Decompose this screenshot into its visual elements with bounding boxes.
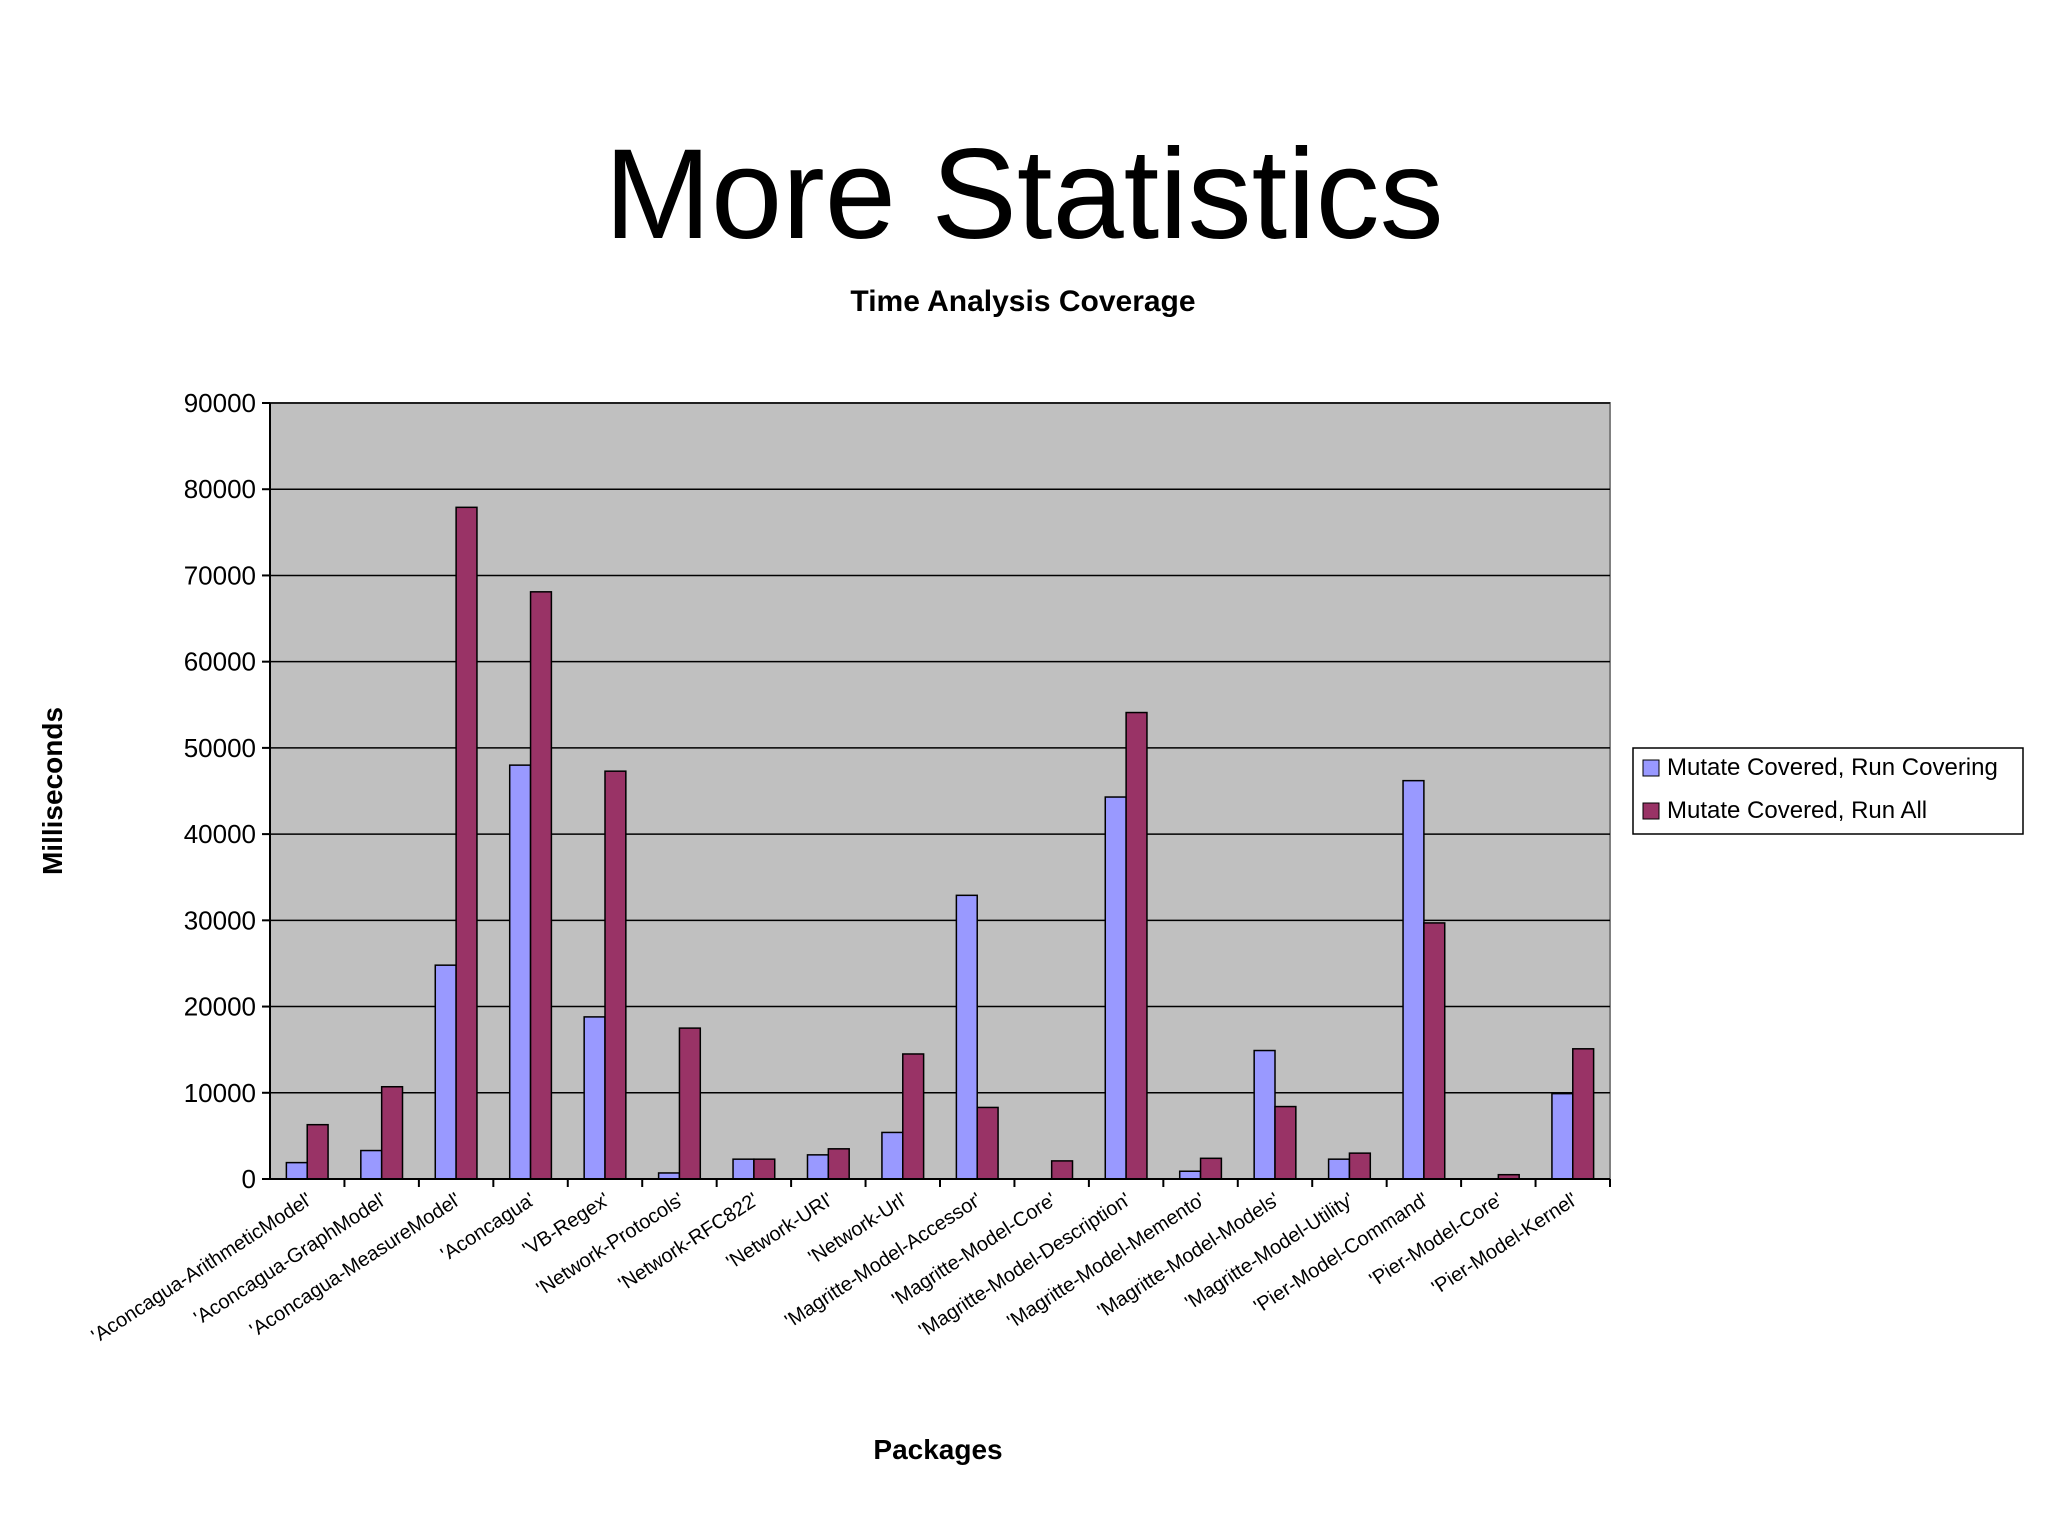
bar-run-all — [1050, 1160, 1074, 1180]
legend-swatch — [1642, 802, 1660, 820]
bar-run-covering — [1104, 796, 1127, 1180]
bar-run-all — [902, 1053, 925, 1180]
legend-label: Mutate Covered, Run All — [1667, 797, 1927, 824]
legend: Mutate Covered, Run Covering Mutate Cover… — [1632, 747, 2024, 835]
bar-run-all — [1348, 1152, 1372, 1180]
bar-run-covering — [583, 1016, 606, 1180]
bar-run-covering — [732, 1158, 755, 1180]
bar-run-covering — [1327, 1158, 1351, 1180]
bar-run-all — [1423, 922, 1446, 1180]
x-category-label: 'Network-RFC822' — [615, 1189, 763, 1296]
y-tick-label: 90000 — [184, 388, 256, 418]
bar-run-all — [678, 1027, 702, 1180]
legend-box — [1632, 747, 2024, 835]
chart-title: Time Analysis Coverage — [850, 285, 1195, 318]
x-axis-label: Packages — [873, 1434, 1002, 1465]
legend-swatch — [1642, 759, 1660, 777]
bar-run-all — [380, 1085, 404, 1180]
y-tick-label: 20000 — [184, 992, 256, 1022]
y-axis-label: Milliseconds — [37, 707, 68, 875]
bar-run-covering — [434, 964, 457, 1180]
bar-run-all — [976, 1106, 999, 1180]
y-tick-label: 70000 — [184, 560, 256, 590]
bar-run-covering — [1253, 1049, 1276, 1180]
y-tick-label: 80000 — [184, 474, 256, 504]
bar-run-all — [455, 506, 478, 1180]
bar-run-all — [753, 1158, 776, 1180]
bar-run-covering — [1551, 1092, 1574, 1180]
bar-run-covering — [881, 1131, 904, 1180]
plot-area — [269, 402, 1611, 1180]
y-tick-label: 60000 — [184, 647, 256, 677]
slide-title: More Statistics — [604, 123, 1444, 266]
bar-run-covering — [360, 1149, 383, 1180]
bar-run-all — [529, 591, 553, 1180]
bar-run-all — [1274, 1105, 1297, 1180]
legend-label: Mutate Covered, Run Covering — [1667, 754, 1998, 781]
y-tick-label: 0 — [242, 1164, 256, 1194]
y-axis-ticks: 0 10000 20000 30000 40000 50000 60000 70000 8000… — [184, 388, 270, 1194]
bar-run-all — [827, 1148, 850, 1180]
y-tick-label: 50000 — [184, 733, 256, 763]
gridlines — [270, 402, 1610, 1094]
y-tick-label: 40000 — [184, 819, 256, 849]
y-tick-label: 10000 — [184, 1078, 256, 1108]
bar-run-all — [1199, 1157, 1223, 1180]
y-tick-label: 30000 — [184, 905, 256, 935]
bar-run-covering — [508, 764, 532, 1180]
bar-series — [285, 506, 1595, 1180]
bar-run-covering — [1402, 779, 1425, 1180]
bar-run-covering — [1178, 1170, 1202, 1180]
bar-run-all — [1572, 1048, 1595, 1180]
bar-run-all — [604, 770, 627, 1180]
bar-run-covering — [806, 1154, 830, 1180]
x-axis-ticks: 'Aconcagua-ArithmeticModel''Aconcagua-Gr… — [88, 1179, 1611, 1348]
bar-run-all — [1125, 711, 1148, 1180]
bar-run-all — [306, 1123, 329, 1180]
bar-run-covering — [955, 894, 978, 1180]
bar-run-covering — [285, 1161, 308, 1180]
